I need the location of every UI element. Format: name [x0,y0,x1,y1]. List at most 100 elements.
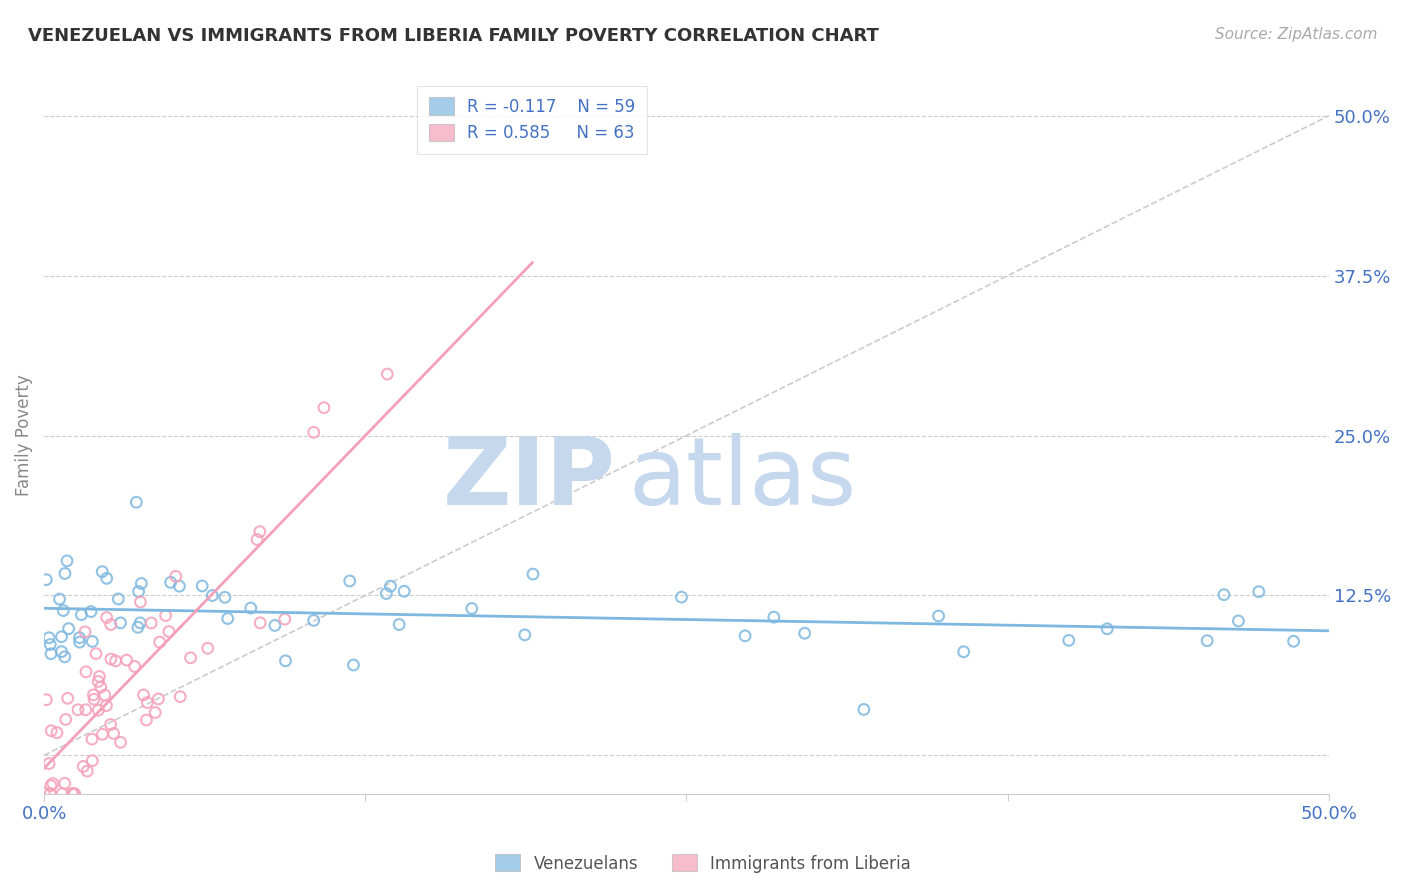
Point [58,622,80,636]
Point [249,615,271,630]
Point [76,764,98,778]
Point [110,615,132,630]
Point [141,615,163,630]
Point [191,579,214,593]
Legend: Venezuelans, Immigrants from Liberia: Venezuelans, Immigrants from Liberia [489,847,917,880]
Point [159,575,181,590]
Point [100,617,122,632]
Point [96,571,118,585]
Point [70,607,93,622]
Point [75,624,97,639]
Point [155,608,177,623]
Point [38,631,60,645]
Point [380,579,402,593]
Point [103,726,125,740]
Point [69,631,91,645]
Point [312,401,335,415]
Point [82,754,104,768]
Point [110,735,132,749]
Point [952,645,974,659]
Point [51,787,73,801]
Point [342,658,364,673]
Point [217,611,239,625]
Point [165,569,187,583]
Point [169,579,191,593]
Point [136,696,159,710]
Point [39,638,62,652]
Point [115,653,138,667]
Point [63,787,86,801]
Legend: R = -0.117    N = 59, R = 0.585     N = 63: R = -0.117 N = 59, R = 0.585 N = 63 [418,86,647,153]
Point [55,713,77,727]
Point [100,717,122,731]
Point [82,634,104,648]
Point [148,692,170,706]
Point [46,725,69,739]
Point [1212,588,1234,602]
Point [56,691,79,706]
Point [1057,633,1080,648]
Point [48,592,70,607]
Y-axis label: Family Poverty: Family Poverty [15,375,32,497]
Point [100,652,122,666]
Point [129,615,152,630]
Point [375,586,398,600]
Point [143,706,166,720]
Point [1227,614,1250,628]
Point [94,688,117,702]
Point [75,665,97,679]
Point [274,654,297,668]
Point [60,787,83,801]
Point [80,605,103,619]
Point [125,495,148,509]
Point [107,591,129,606]
Point [149,635,172,649]
Point [87,674,110,689]
Point [35,692,58,706]
Point [53,776,76,790]
Point [62,787,84,801]
Point [104,654,127,668]
Point [82,688,104,702]
Point [38,756,60,771]
Point [388,617,411,632]
Point [461,601,484,615]
Point [69,635,91,649]
Point [1097,622,1119,636]
Point [89,669,111,683]
Point [51,630,73,644]
Point [91,727,114,741]
Point [39,779,62,793]
Point [53,649,76,664]
Point [132,688,155,702]
Point [83,692,105,706]
Point [852,702,875,716]
Point [169,690,191,704]
Point [80,732,103,747]
Point [35,573,58,587]
Point [249,524,271,539]
Point [522,567,544,582]
Point [375,367,398,381]
Point [135,713,157,727]
Text: Source: ZipAtlas.com: Source: ZipAtlas.com [1215,27,1378,42]
Point [1282,634,1305,648]
Point [56,554,79,568]
Point [928,609,950,624]
Point [302,613,325,627]
Point [90,680,112,694]
Point [197,641,219,656]
Text: VENEZUELAN VS IMMIGRANTS FROM LIBERIA FAMILY POVERTY CORRELATION CHART: VENEZUELAN VS IMMIGRANTS FROM LIBERIA FA… [28,27,879,45]
Point [42,776,65,790]
Point [762,610,785,624]
Point [513,628,536,642]
Point [66,703,89,717]
Point [1197,633,1219,648]
Point [52,603,75,617]
Point [53,566,76,581]
Point [75,703,97,717]
Point [39,647,62,661]
Point [129,595,152,609]
Point [91,565,114,579]
Point [274,612,297,626]
